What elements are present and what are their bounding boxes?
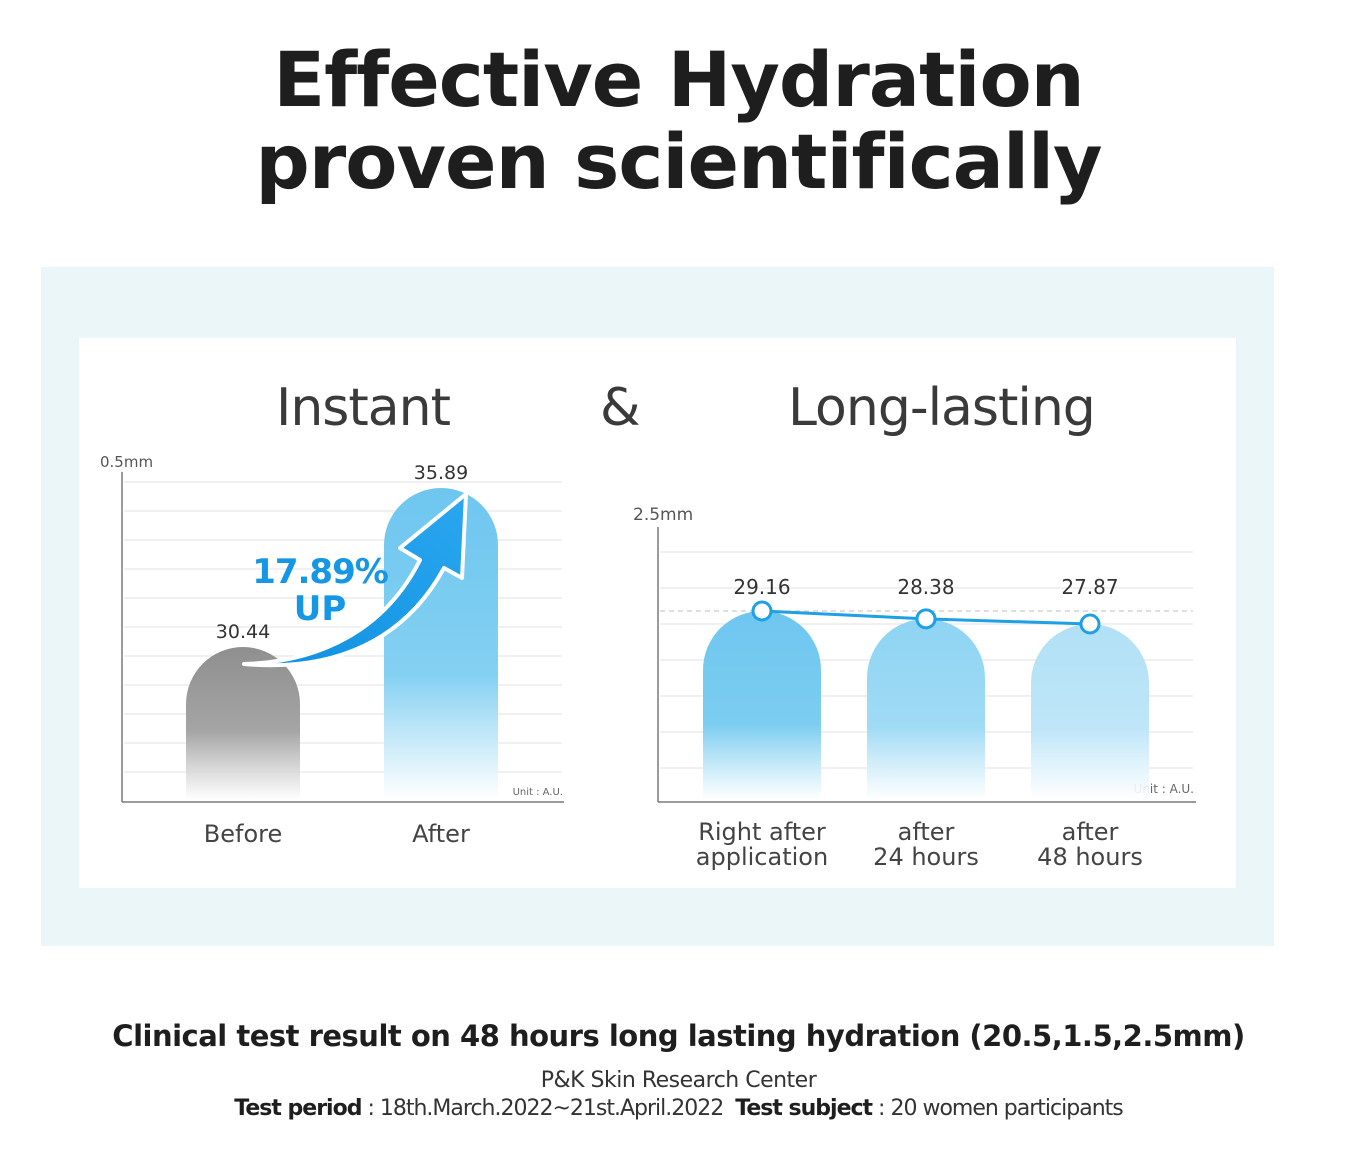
- bar-after-48-hours: [1031, 624, 1149, 800]
- value-label-after-24-hours: 28.38: [897, 575, 954, 599]
- heading-long-lasting: Long-lasting: [788, 378, 1096, 438]
- bar-right-after-application: [703, 611, 821, 800]
- increase-percent-label: 17.89%: [252, 552, 388, 592]
- category-label-before: Before: [204, 820, 282, 848]
- value-label-right-after-application: 29.16: [733, 575, 790, 599]
- footer-main-caption: Clinical test result on 48 hours long la…: [112, 1019, 1245, 1053]
- bar-after: [384, 488, 498, 800]
- page-title-line-1: Effective Hydration: [273, 35, 1085, 124]
- bar-before: [186, 647, 300, 800]
- category-label-after-24-hours-line2: 24 hours: [873, 843, 979, 871]
- category-label-after-24-hours-line1: after: [898, 818, 955, 846]
- instant-chart-unit-label: Unit : A.U.: [513, 787, 563, 798]
- instant-chart-axis-top-label: 0.5mm: [100, 453, 153, 471]
- long-lasting-chart-axis-top-label: 2.5mm: [633, 505, 693, 525]
- category-label-after: After: [412, 820, 470, 848]
- trend-point-after-48-hours: [1079, 613, 1101, 635]
- category-label-after-48-hours-line1: after: [1062, 818, 1119, 846]
- heading-ampersand: &: [600, 378, 641, 438]
- bar-after-24-hours: [867, 618, 985, 800]
- category-label-right-after-application-line1: Right after: [698, 818, 826, 846]
- increase-arrow-icon: [242, 492, 468, 668]
- page-title-line-2: proven scientifically: [255, 117, 1102, 206]
- instant-chart: 0.5mm Unit : A.U. 30.44 35.89 17.89% UP …: [100, 453, 564, 848]
- increase-up-label: UP: [294, 589, 347, 629]
- category-label-right-after-application-line2: application: [696, 843, 828, 871]
- footer-test-details: Test period : 18th.March.2022~21st.April…: [0, 1094, 1357, 1124]
- trend-point-after-24-hours: [915, 608, 937, 630]
- category-label-after-48-hours-line2: 48 hours: [1037, 843, 1143, 871]
- long-lasting-chart: 2.5mm Unit : A.U. 29.16 28.38 27.87 Righ…: [633, 505, 1196, 871]
- value-label-after: 35.89: [414, 462, 468, 484]
- value-label-after-48-hours: 27.87: [1061, 575, 1118, 599]
- footer-test-period-value: : 18th.March.2022~21st.April.2022: [361, 1096, 724, 1121]
- footer-research-center: P&K Skin Research Center: [540, 1068, 817, 1093]
- heading-instant: Instant: [276, 378, 451, 438]
- footer-test-subject-label: Test subject: [735, 1096, 873, 1121]
- value-label-before: 30.44: [216, 621, 270, 643]
- footer-test-period-label: Test period: [234, 1096, 362, 1121]
- footer-test-subject-value: : 20 women participants: [872, 1096, 1124, 1121]
- trend-point-right-after-application: [751, 600, 773, 622]
